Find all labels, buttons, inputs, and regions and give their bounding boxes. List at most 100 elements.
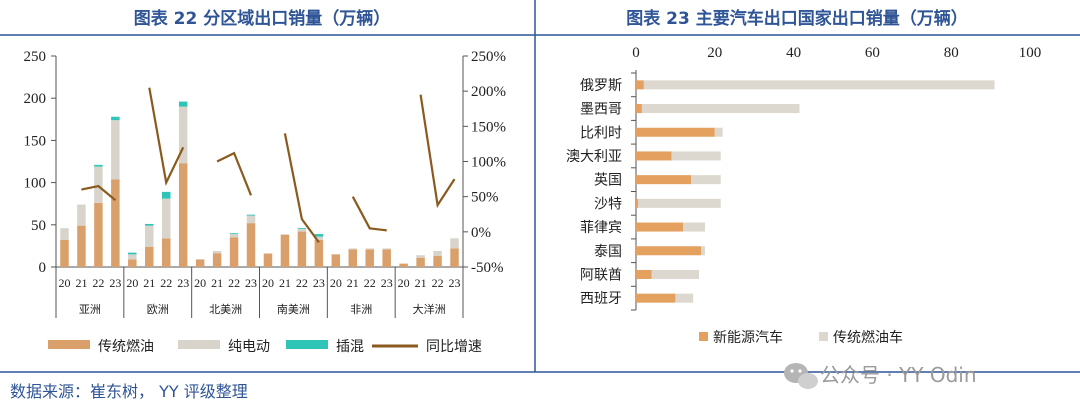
year-label: 22 [228, 276, 240, 290]
bar-segment [416, 257, 425, 267]
country-export-chart: 0 20 40 60 80 100 俄罗斯墨西哥比利时澳大利亚英国沙特菲律宾泰国阿联酋西班牙… [566, 45, 1041, 346]
bar-segment [651, 269, 700, 279]
left-chart-title: 图表 22 分区域出口销量（万辆） [134, 8, 391, 29]
bar-segment [212, 250, 222, 254]
legend-swatch [819, 332, 828, 341]
x-tick-label: 100 [1019, 45, 1042, 61]
year-label: 20 [126, 276, 138, 290]
year-label: 20 [262, 276, 274, 290]
bar-segment [636, 222, 684, 232]
country-label: 英国 [594, 172, 622, 189]
y2-tick-label: 100% [471, 155, 506, 171]
y2-tick-label: 150% [471, 119, 506, 135]
bar-segment [111, 116, 120, 121]
year-label: 21 [415, 276, 427, 290]
y-tick-label: 0 [39, 260, 47, 276]
bar-segment [212, 253, 222, 267]
bar-segment [195, 259, 205, 267]
country-label: 泰国 [594, 244, 622, 260]
country-label: 阿联酋 [580, 266, 622, 283]
bar-segment [128, 259, 137, 267]
region-label: 欧洲 [147, 303, 169, 316]
y2-tick-label: -50% [471, 260, 504, 276]
bar-segment [636, 151, 672, 161]
year-label: 23 [109, 276, 121, 290]
growth-line [81, 184, 117, 202]
source-note: 数据来源：崔东树， YY 评级整理 [10, 382, 248, 401]
legend-label: 新能源汽车 [713, 329, 783, 346]
bar-segment [246, 215, 256, 224]
y2-tick-label: 200% [471, 84, 506, 100]
bar-segment [643, 80, 995, 90]
bar-segment [178, 163, 188, 267]
x-tick-label: 40 [786, 45, 801, 61]
bar-segment [145, 225, 154, 247]
year-label: 22 [432, 276, 444, 290]
right-chart-title: 图表 23 主要汽车出口国家出口销量（万辆） [626, 8, 968, 29]
bar-segment [382, 249, 391, 267]
bar-segment [641, 104, 800, 114]
year-label: 21 [211, 276, 223, 290]
bar-segment [60, 228, 69, 240]
year-label: 22 [364, 276, 376, 290]
x-tick-label: 80 [944, 45, 959, 61]
bar-segment [161, 238, 171, 267]
year-label: 20 [330, 276, 342, 290]
bar-segment [714, 127, 723, 137]
year-label: 20 [58, 276, 70, 290]
bar-segment [314, 239, 324, 267]
year-label: 21 [279, 276, 291, 290]
bar-segment [701, 246, 705, 256]
x-tick-label: 0 [632, 45, 640, 61]
watermark: 公众号 · YY Odin [784, 363, 977, 389]
regional-export-chart: 0 50 100 150 200 250 -50% 0% 50% 100% 150% 200% 250%… [24, 49, 507, 355]
legend-swatch [178, 340, 220, 349]
bar-segment [636, 104, 642, 114]
legend-label: 纯电动 [228, 339, 270, 355]
bar-segment [636, 198, 638, 208]
year-label: 23 [313, 276, 325, 290]
year-label: 21 [347, 276, 359, 290]
wechat-icon [784, 363, 818, 389]
legend-label: 传统燃油车 [833, 329, 903, 346]
bar-segment [145, 246, 154, 267]
bar-segment [128, 254, 137, 260]
year-label: 23 [177, 276, 189, 290]
bar-segment [94, 166, 103, 203]
year-label: 22 [92, 276, 104, 290]
year-label: 23 [449, 276, 461, 290]
y-tick-label: 50 [31, 218, 46, 234]
year-label: 21 [75, 276, 87, 290]
growth-line [283, 133, 320, 244]
bar-segment [229, 234, 239, 238]
y-tick-label: 200 [24, 91, 47, 107]
y2-tick-label: 50% [471, 190, 499, 206]
y2-tick-label: 0% [471, 225, 491, 241]
bar-segment [433, 256, 442, 267]
x-tick-label: 20 [707, 45, 722, 61]
y-tick-label: 150 [24, 133, 47, 149]
bar-segment [348, 249, 358, 267]
country-label: 沙特 [594, 196, 622, 212]
bar-segment [297, 231, 307, 267]
bar-segment [297, 228, 307, 230]
bar-segment [314, 234, 324, 237]
year-label: 21 [143, 276, 155, 290]
legend-swatch [48, 340, 90, 349]
bar-segment [691, 175, 721, 185]
bar-segment [683, 222, 705, 232]
legend-swatch [286, 340, 328, 349]
bar-segment [229, 233, 239, 235]
bar-segment [178, 101, 188, 107]
bar-segment [636, 293, 676, 303]
bar-segment [94, 164, 103, 167]
country-label: 澳大利亚 [566, 149, 622, 165]
bar-segment [416, 255, 425, 258]
bar-segment [348, 248, 358, 250]
bar-segment [246, 223, 256, 267]
bar-segment [94, 202, 103, 267]
bar-segment [263, 253, 273, 267]
bar-segment [331, 254, 341, 267]
year-label: 20 [194, 276, 206, 290]
growth-line [148, 87, 185, 187]
